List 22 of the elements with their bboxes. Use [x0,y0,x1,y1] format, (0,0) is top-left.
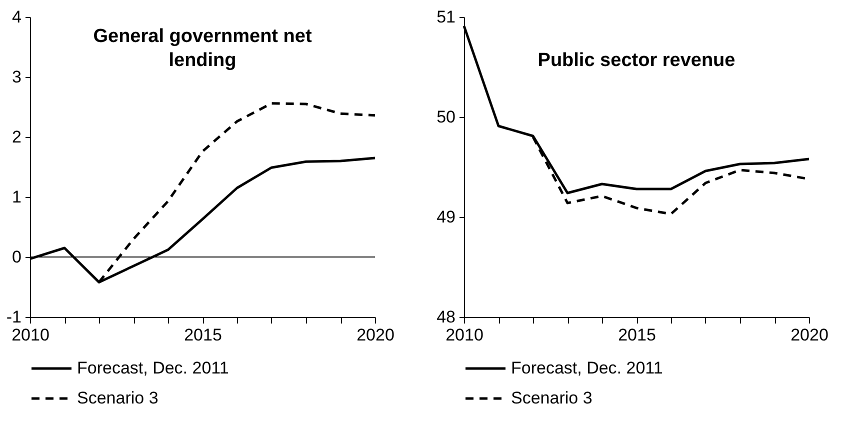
y-tick-label: 2 [12,128,22,146]
y-tick-label: 4 [12,8,22,26]
legend-label: Forecast, Dec. 2011 [511,358,663,378]
x-tick-label: 2010 [446,326,484,344]
x-tick-label: 2020 [790,326,828,344]
x-tick-label: 2015 [618,326,656,344]
legend-label: Forecast, Dec. 2011 [77,358,229,378]
y-tick-label: 49 [436,208,456,226]
x-tick-label: 2020 [356,326,394,344]
legend-label: Scenario 3 [511,388,592,408]
y-tick-label: 50 [436,108,456,126]
x-tick-label: 2015 [184,326,222,344]
text: General government net lending [93,26,312,71]
y-tick-label: 51 [436,8,456,26]
x-tick-label: 2010 [12,326,50,344]
y-tick-label: 1 [12,188,22,206]
y-tick-label: 0 [12,248,22,266]
y-tick-label: 3 [12,68,22,86]
y-tick-label: 48 [436,308,456,326]
legend-label: Scenario 3 [77,388,158,408]
text: Public sector revenue [538,50,736,71]
y-tick-label: -1 [6,308,22,326]
